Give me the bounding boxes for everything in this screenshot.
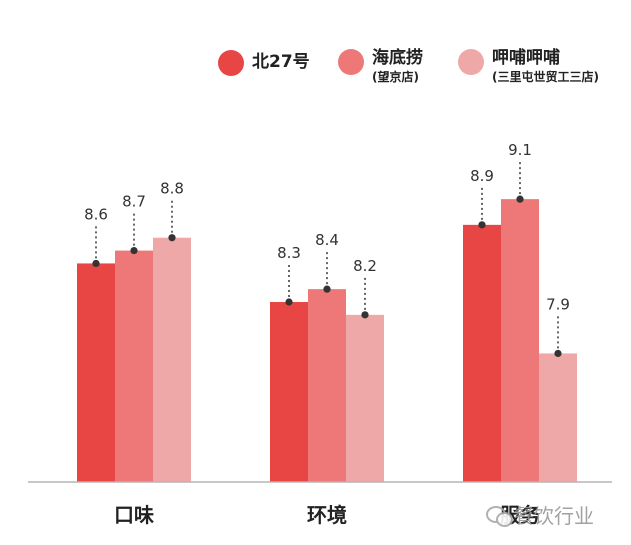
watermark-text: 餐饮行业 [514,504,594,528]
data-point-2-1 [285,298,293,306]
legend-swatch-1 [218,50,244,76]
data-point-3-1 [478,221,486,229]
wechat-icon [486,504,513,527]
legend-swatch-3 [458,49,484,75]
bar-1-1 [77,263,115,482]
data-label-3-1: 8.9 [470,167,494,185]
legend-label-3: 呷哺呷哺 [492,48,560,68]
data-point-1-1 [92,259,100,268]
bar-3-1 [463,224,501,482]
data-point-2-2 [323,285,331,293]
data-label-2-3: 8.2 [353,257,377,275]
x-tick-label-2: 环境 [307,503,347,527]
watermark: 餐饮行业 [486,500,594,529]
x-tick-label-1: 口味 [114,503,154,527]
legend-sublabel-3: (三里屯世贸工三店) [492,70,599,84]
data-label-2-1: 8.3 [277,244,301,262]
data-label-3-3: 7.9 [546,295,570,313]
bar-2-2 [308,289,346,482]
legend-sublabel-2: (望京店) [372,70,419,84]
bar-2-3 [346,314,384,482]
legend-swatch-2 [338,49,364,75]
data-point-2-3 [361,311,369,319]
legend-item-3: 呷哺呷哺 (三里屯世贸工三店) [458,46,599,84]
data-label-1-3: 8.8 [160,180,184,198]
bar-1-2 [115,250,153,482]
legend-item-2: 海底捞 (望京店) [338,46,423,84]
data-point-3-3 [554,349,562,358]
data-point-1-2 [130,246,138,255]
bar-2-1 [270,302,308,482]
data-label-2-2: 8.4 [315,231,339,249]
data-label-1-1: 8.6 [84,205,108,223]
data-point-1-3 [168,234,176,242]
legend-item-1: 北27号 [218,50,310,76]
legend-label-2: 海底捞 [372,48,423,68]
legend-label-1: 北27号 [252,52,310,72]
data-point-3-2 [516,195,524,203]
data-label-3-2: 9.1 [508,141,532,159]
bar-1-3 [153,237,191,482]
bar-3-3 [539,353,577,482]
bar-3-2 [501,199,539,482]
data-label-1-2: 8.7 [122,193,146,211]
